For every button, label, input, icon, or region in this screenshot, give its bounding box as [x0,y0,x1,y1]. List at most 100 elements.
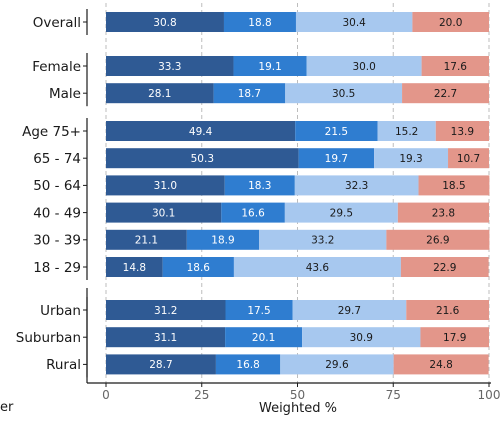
data-label-11-1: 16.8 [236,359,259,371]
category-label-11: Rural [46,357,81,373]
bar-segment-7-0 [106,229,187,250]
category-label-4: 65 - 74 [33,151,81,167]
bar-segment-4-1 [298,148,375,169]
data-label-9-3: 21.6 [436,305,460,317]
x-tick-label-75: 75 [386,388,401,402]
bar-segment-7-2 [259,229,387,250]
data-label-9-2: 29.7 [338,305,361,317]
data-label-10-1: 20.1 [252,332,275,344]
data-label-8-2: 43.6 [306,262,330,274]
data-label-9-0: 31.2 [154,305,177,317]
data-label-5-3: 18.5 [442,180,465,192]
data-label-6-0: 30.1 [152,207,175,219]
data-label-5-0: 31.0 [154,180,177,192]
bar-segment-5-3 [418,175,490,196]
data-label-11-0: 28.7 [149,359,172,371]
data-label-6-3: 23.8 [432,207,455,219]
bar-segment-4-0 [106,148,299,169]
data-label-0-3: 20.0 [439,17,462,29]
category-label-5: 50 - 64 [33,178,81,194]
bar-segment-5-2 [294,175,419,196]
bar-segment-3-1 [295,121,378,141]
bar-segment-3-3 [435,121,489,141]
bar-segment-1-3 [421,56,489,76]
bar-segment-0-1 [223,12,296,32]
bar-segment-11-2 [280,354,394,375]
bar-segment-9-0 [106,300,226,320]
data-label-10-2: 30.9 [350,332,373,344]
bar-segment-0-0 [106,12,224,32]
bar-segment-2-0 [106,83,214,104]
bar-segment-11-3 [393,354,489,375]
data-label-1-0: 33.3 [158,61,181,73]
bar-segment-9-1 [225,300,293,320]
bar-segment-8-3 [400,257,489,277]
data-label-1-1: 19.1 [258,61,281,73]
bar-segment-10-2 [302,327,421,348]
bar-segment-10-0 [106,327,226,348]
data-label-1-2: 30.0 [352,61,375,73]
data-label-7-3: 26.9 [426,235,449,247]
data-label-10-3: 17.9 [443,332,466,344]
data-label-8-1: 18.6 [187,262,211,274]
data-label-7-1: 18.9 [211,235,234,247]
data-label-4-3: 10.7 [457,153,480,165]
bar-segment-9-2 [292,300,407,320]
data-label-2-2: 30.5 [332,88,355,100]
x-tick-label-100: 100 [478,388,501,402]
bar-segment-1-1 [233,56,307,76]
bar-segment-5-1 [224,175,295,196]
category-label-6: 40 - 49 [33,205,81,221]
data-label-8-0: 14.8 [123,262,146,274]
bar-segment-7-3 [386,229,490,250]
data-label-8-3: 22.9 [433,262,456,274]
bar-segment-3-0 [106,121,296,141]
bar-segment-10-3 [420,327,489,348]
legend-fragment: er [0,400,14,415]
data-label-3-1: 21.5 [325,126,348,138]
bar-segment-11-1 [215,354,281,375]
data-label-3-3: 13.9 [451,126,474,138]
bar-segment-4-2 [374,148,449,169]
data-label-1-3: 17.6 [444,61,468,73]
bar-segment-6-1 [221,202,285,223]
data-label-4-2: 19.3 [399,153,422,165]
value-labels-layer: 30.8 18.8 30.4 20.0 33.3 19.1 30.0 17.6 28.1 18.7… [123,17,481,371]
data-label-6-2: 29.5 [330,207,353,219]
bar-segment-8-2 [233,257,401,277]
data-label-10-0: 31.1 [154,332,177,344]
x-axis-title: Weighted % [259,401,337,416]
x-tick-label-0: 0 [102,388,110,402]
bar-segment-7-1 [186,229,260,250]
data-label-7-2: 33.2 [311,235,334,247]
data-label-0-1: 18.8 [248,17,271,29]
data-label-5-1: 18.3 [248,180,271,192]
bar-segment-3-2 [377,121,436,141]
data-label-3-0: 49.4 [189,126,213,138]
data-label-11-3: 24.8 [429,359,452,371]
category-label-8: 18 - 29 [33,260,81,276]
bar-segment-6-0 [106,202,222,223]
data-label-4-0: 50.3 [191,153,214,165]
category-label-10: Suburban [16,330,81,346]
bar-segment-2-2 [285,83,403,104]
data-label-9-1: 17.5 [247,305,270,317]
data-label-2-0: 28.1 [148,88,171,100]
category-label-3: Age 75+ [22,124,81,140]
bar-segment-4-3 [448,148,489,169]
bar-segment-6-3 [397,202,489,223]
bar-segment-8-1 [162,257,234,277]
category-labels-layer: Overall Female Male Age 75+ 65 - 74 50 - 64 40… [16,15,81,373]
bar-segment-0-3 [412,12,489,32]
x-tick-label-50: 50 [290,388,305,402]
bar-segment-6-2 [284,202,398,223]
category-label-7: 30 - 39 [33,233,81,249]
bar-segment-8-0 [106,257,163,277]
data-label-2-3: 22.7 [434,88,457,100]
bar-segment-11-0 [106,354,216,375]
data-label-2-1: 18.7 [238,88,261,100]
bar-segment-1-0 [106,56,234,76]
category-label-2: Male [49,86,81,102]
bars-layer [106,12,490,375]
